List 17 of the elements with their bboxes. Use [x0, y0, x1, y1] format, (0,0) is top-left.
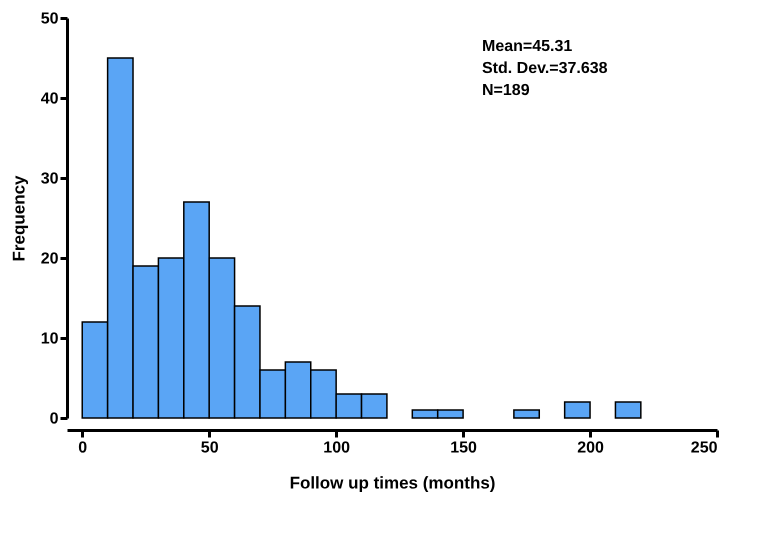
x-tick-label: 200	[577, 440, 604, 456]
annotation: N=189	[482, 82, 530, 99]
y-tick-label: 20	[40, 250, 59, 268]
y-axis-title: Frequency	[10, 174, 29, 262]
y-tick-label: 0	[50, 410, 59, 428]
x-tick-label: 0	[78, 440, 88, 456]
x-tick-label: 100	[323, 440, 350, 456]
y-tick-label: 30	[40, 170, 59, 188]
x-tick-label: 150	[450, 440, 478, 456]
annotation: Mean=45.31	[482, 38, 572, 55]
x-axis-title: Follow up times (months)	[290, 474, 496, 492]
y-tick-label: 10	[40, 330, 59, 348]
x-tick-label: 250	[690, 440, 718, 456]
y-tick-label: 40	[40, 90, 59, 108]
y-tick-label: 50	[40, 10, 59, 28]
x-tick-label: 50	[200, 440, 219, 456]
annotation: Std. Dev.=37.638	[482, 60, 608, 77]
